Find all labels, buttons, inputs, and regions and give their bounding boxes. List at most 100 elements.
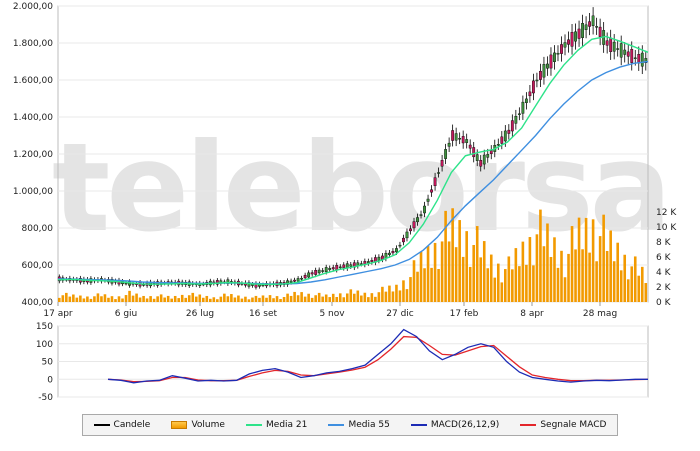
volume-bar: [409, 277, 412, 302]
volume-bar: [482, 241, 486, 302]
candle-body: [588, 21, 591, 27]
volume-bar: [500, 282, 504, 302]
volume-bar: [240, 298, 244, 302]
volume-bar: [447, 241, 451, 302]
volume-bar: [626, 279, 630, 302]
candle-body: [289, 280, 293, 283]
volume-bar: [124, 295, 128, 302]
price-axis: 400,00 600,00 800,00 1.000,00 1.200,00 1.400,…: [13, 2, 53, 308]
volume-bar: [419, 251, 423, 302]
legend-item-macd[interactable]: MACD(26,12,9): [410, 420, 499, 430]
volume-bar: [230, 294, 233, 302]
legend-item-candele[interactable]: Candele: [93, 420, 150, 430]
volume-bar: [440, 241, 444, 302]
price-tick-label: 1.200,00: [13, 150, 53, 160]
candle-body: [640, 52, 644, 67]
volume-bar: [640, 266, 644, 302]
legend-item-media-55[interactable]: Media 55: [328, 420, 390, 430]
candle-body: [553, 52, 556, 62]
candle-body: [482, 154, 486, 165]
volume-bar: [458, 220, 461, 302]
volume-bar: [244, 296, 247, 302]
x-tick-label: 17 feb: [450, 309, 479, 319]
candle-body: [402, 237, 405, 243]
volume-bar: [233, 297, 237, 302]
candle-body: [486, 154, 490, 158]
volume-bar: [251, 297, 254, 302]
volume-bar: [226, 296, 230, 302]
candle-body: [124, 282, 128, 285]
volume-bar: [461, 256, 465, 302]
volume-bar: [581, 249, 584, 302]
volume-bar: [437, 269, 440, 302]
candle-body: [398, 244, 402, 247]
candle-body: [303, 274, 307, 279]
legend-item-segnale-macd[interactable]: Segnale MACD: [520, 420, 606, 430]
volume-tick-label: 4 K: [656, 268, 672, 278]
volume-bar: [307, 293, 310, 302]
volume-bar: [349, 289, 353, 302]
candle-body: [331, 267, 335, 270]
candle-body: [479, 160, 483, 167]
volume-bar: [261, 295, 265, 302]
volume-bar: [338, 293, 342, 302]
volume-bar: [574, 249, 577, 302]
volume-bar: [356, 290, 360, 302]
candle-body: [626, 51, 630, 57]
candle-body: [546, 63, 549, 69]
volume-bar: [584, 217, 588, 302]
macd-tick-label: 0: [47, 375, 53, 385]
volume-bar: [563, 277, 567, 302]
price-tick-label: 2.000,00: [13, 2, 53, 12]
volume-bar: [612, 261, 616, 302]
volume-bar: [219, 296, 223, 302]
volume-bar: [138, 297, 142, 302]
macd-grid: [57, 325, 649, 398]
volume-bar: [275, 296, 279, 302]
volume-bar: [135, 293, 138, 302]
volume-bar: [205, 295, 209, 302]
candle-body: [532, 80, 535, 94]
volume-bar: [324, 294, 328, 302]
volume-bar: [282, 297, 286, 302]
volume-tick-label: 12 K: [656, 208, 677, 218]
candle-body: [419, 214, 423, 216]
volume-bar: [514, 248, 518, 302]
legend-label: Volume: [191, 420, 225, 430]
candle-body: [426, 198, 430, 202]
candle-body: [595, 26, 599, 28]
candle-body: [447, 142, 451, 147]
volume-bar: [310, 297, 314, 302]
volume-bar: [128, 290, 131, 302]
candle-body: [619, 43, 623, 58]
volume-bar: [381, 286, 384, 302]
candle-body: [377, 256, 381, 261]
candle-body: [472, 147, 476, 158]
volume-bar: [504, 269, 507, 302]
candle-body: [391, 250, 395, 254]
candle-body: [430, 189, 433, 193]
volume-bar: [184, 297, 188, 302]
legend-item-volume[interactable]: Volume: [171, 420, 225, 430]
candle-body: [605, 40, 609, 46]
volume-bar: [177, 298, 181, 302]
volume-bar: [391, 291, 395, 302]
volume-bar: [107, 297, 110, 302]
legend-swatch-macd: [410, 424, 427, 426]
volume-bar: [173, 295, 177, 302]
legend-label: Media 55: [348, 420, 390, 430]
candle-body: [380, 255, 384, 260]
x-tick-label: 26 lug: [186, 309, 214, 319]
chart-legend: Candele Volume Media 21 Media 55 MACD(26…: [82, 414, 618, 436]
volume-bar: [103, 294, 107, 302]
volume-bar: [423, 268, 426, 302]
volume-bar: [633, 256, 637, 302]
candle-body: [215, 280, 219, 285]
volume-bar: [412, 260, 416, 302]
candle-body: [454, 133, 458, 141]
candle-body: [451, 130, 455, 141]
volume-bar: [570, 226, 574, 302]
candle-body: [549, 54, 553, 69]
candle-body: [630, 49, 634, 63]
legend-item-media-21[interactable]: Media 21: [246, 420, 307, 430]
